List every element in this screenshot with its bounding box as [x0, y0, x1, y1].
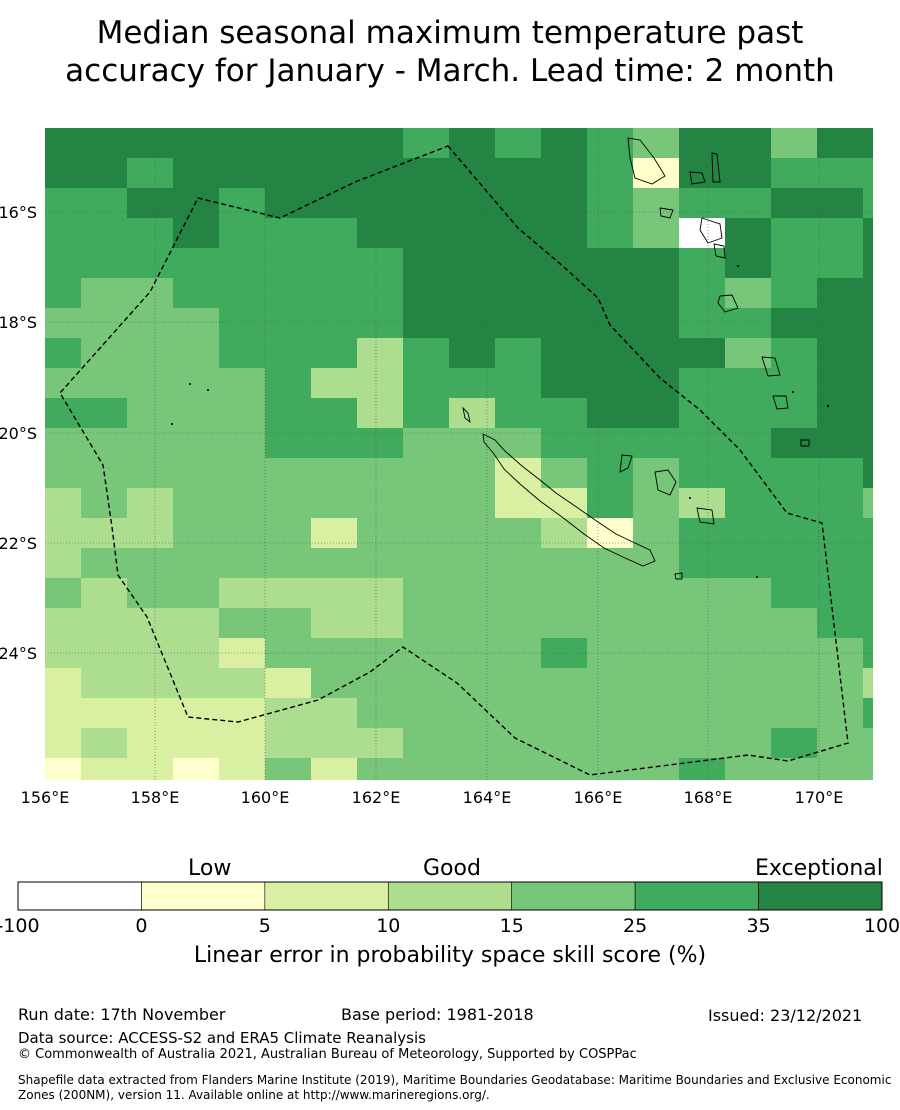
lon-label: 168°E	[684, 788, 733, 807]
colorbar-segment	[511, 881, 636, 911]
colorbar-tick-label: -100	[0, 915, 40, 937]
espiritu-santo-island	[627, 137, 666, 185]
colorbar-segment	[634, 881, 759, 911]
colorbar-ticks: -100 0 5 10 15 25 35 100	[0, 915, 900, 937]
lat-label: 24°S	[0, 644, 37, 663]
colorbar-tick-label: 100	[864, 915, 900, 937]
data-source: Data source: ACCESS-S2 and ERA5 Climate …	[18, 1029, 426, 1047]
base-period: Base period: 1981-2018	[341, 1005, 534, 1024]
coastlines	[462, 137, 810, 580]
colorbar-segment	[758, 881, 883, 911]
colorbar-segments	[17, 881, 883, 911]
title-line-2: accuracy for January - March. Lead time:…	[65, 53, 835, 89]
lat-label: 18°S	[0, 313, 37, 332]
colorbar-good-label: Good	[423, 856, 481, 881]
colorbar-tick-label: 10	[376, 915, 400, 937]
colorbar-segment	[17, 881, 142, 911]
shapefile-credit: Shapefile data extracted from Flanders M…	[18, 1073, 892, 1102]
lat-label: 20°S	[0, 424, 37, 443]
colorbar-tick-label: 15	[500, 915, 524, 937]
graticule	[45, 128, 873, 780]
colorbar-tick-label: 5	[259, 915, 271, 937]
colorbar-segment	[141, 881, 266, 911]
copyright-notice: © Commonwealth of Australia 2021, Austra…	[18, 1047, 637, 1062]
lon-label: 158°E	[131, 788, 180, 807]
colorbar-low-label: Low	[188, 856, 232, 881]
colorbar: -100 0 5 10 15 25 35 100	[0, 881, 900, 937]
lon-label: 170°E	[795, 788, 844, 807]
skill-map: 156°E 158°E 160°E 162°E 164°E 166°E 168°…	[0, 128, 873, 807]
skill-grid	[45, 128, 873, 780]
lat-label: 22°S	[0, 534, 37, 553]
colorbar-exceptional-label: Exceptional	[755, 856, 883, 881]
colorbar-axis-label: Linear error in probability space skill …	[193, 943, 707, 968]
lon-label: 160°E	[241, 788, 290, 807]
chart-title: Median seasonal maximum temperature past…	[0, 14, 900, 90]
new-caledonia-island	[482, 433, 656, 567]
title-line-1: Median seasonal maximum temperature past	[96, 15, 804, 51]
colorbar-segment	[264, 881, 389, 911]
lat-label: 16°S	[0, 203, 37, 222]
small-islets	[171, 265, 830, 578]
eez-boundary	[59, 145, 849, 776]
lon-label: 162°E	[352, 788, 401, 807]
colorbar-tick-label: 25	[623, 915, 647, 937]
colorbar-segment	[387, 881, 513, 911]
issued-date: Issued: 23/12/2021	[708, 1006, 863, 1025]
lon-label: 156°E	[21, 788, 70, 807]
colorbar-tick-label: 0	[135, 915, 147, 937]
run-date: Run date: 17th November	[18, 1005, 226, 1024]
lon-label: 164°E	[463, 788, 512, 807]
colorbar-tick-label: 35	[746, 915, 770, 937]
lon-axis-labels: 156°E 158°E 160°E 162°E 164°E 166°E 168°…	[21, 788, 844, 807]
lon-label: 166°E	[574, 788, 623, 807]
colorbar-frame	[17, 881, 883, 911]
lat-axis-labels: 16°S 18°S 20°S 22°S 24°S	[0, 203, 37, 663]
